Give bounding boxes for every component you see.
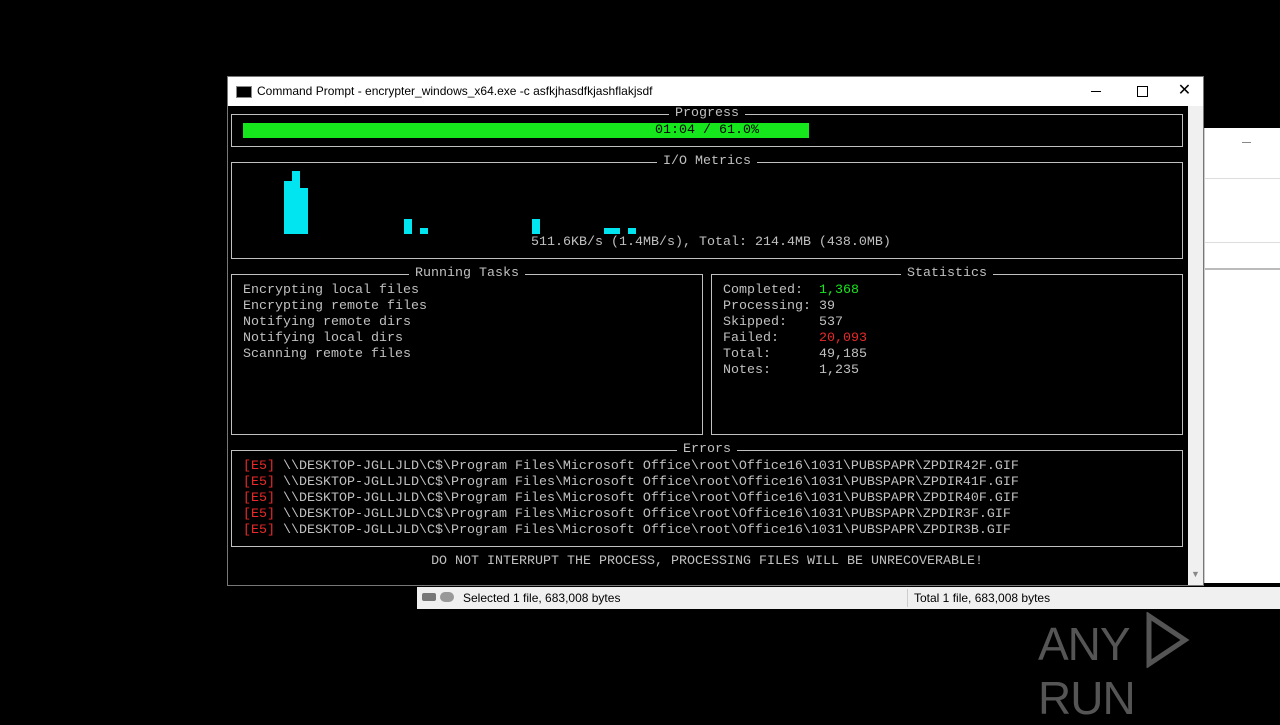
panel-title: Running Tasks: [409, 266, 525, 282]
error-code: [E5]: [243, 475, 275, 490]
scrollbar[interactable]: ▼: [1188, 106, 1203, 585]
error-code: [E5]: [243, 523, 275, 538]
stat-value: 1,235: [819, 363, 859, 378]
stat-label: Skipped:: [723, 315, 787, 330]
panel-title: Errors: [677, 442, 737, 458]
maximize-button[interactable]: [1120, 77, 1166, 106]
background-window: [1204, 128, 1280, 583]
io-summary: 511.6KB/s (1.4MB/s), Total: 214.4MB (438…: [531, 235, 891, 250]
progress-panel: Progress 01:04 / 61.0%: [231, 106, 1183, 147]
error-path: \\DESKTOP-JGLLJLD\C$\Program Files\Micro…: [283, 459, 1019, 474]
title-bar: Command Prompt - encrypter_windows_x64.e…: [228, 77, 1203, 106]
stat-value: 537: [819, 315, 843, 330]
error-row: [E5] \\DESKTOP-JGLLJLD\C$\Program Files\M…: [243, 507, 1019, 523]
io-bar: [532, 219, 540, 234]
stat-row: Failed: 20,093: [723, 331, 867, 347]
stat-label: Completed:: [723, 283, 803, 298]
error-path: \\DESKTOP-JGLLJLD\C$\Program Files\Micro…: [283, 475, 1019, 490]
task-item: Scanning remote files: [243, 347, 411, 362]
task-item: Encrypting remote files: [243, 299, 427, 314]
panel-title: Progress: [669, 106, 745, 122]
io-bar: [628, 228, 636, 234]
progress-label: 01:04 / 61.0%: [655, 123, 759, 138]
window-title: Command Prompt - encrypter_windows_x64.e…: [257, 84, 653, 98]
stat-value: 39: [819, 299, 835, 314]
stat-row: Skipped: 537: [723, 315, 867, 331]
io-bar: [292, 171, 300, 234]
stat-value: 1,368: [819, 283, 859, 298]
error-path: \\DESKTOP-JGLLJLD\C$\Program Files\Micro…: [283, 491, 1019, 506]
error-row: [E5] \\DESKTOP-JGLLJLD\C$\Program Files\M…: [243, 459, 1019, 475]
error-code: [E5]: [243, 507, 275, 522]
warning-text: DO NOT INTERRUPT THE PROCESS, PROCESSING…: [431, 554, 983, 569]
io-panel: I/O Metrics 511.6KB/s (1.4MB/s), Total: …: [231, 154, 1183, 259]
io-bar: [604, 228, 620, 234]
close-button[interactable]: ✕: [1177, 82, 1192, 99]
panel-title: I/O Metrics: [657, 154, 757, 170]
watermark-left: ANY: [1038, 618, 1130, 670]
task-item: Notifying remote dirs: [243, 315, 411, 330]
error-row: [E5] \\DESKTOP-JGLLJLD\C$\Program Files\M…: [243, 491, 1019, 507]
stat-row: Processing: 39: [723, 299, 867, 315]
stat-label: Total:: [723, 347, 771, 362]
errors-panel: Errors [E5] \\DESKTOP-JGLLJLD\C$\Program …: [231, 442, 1183, 547]
watermark-right: RUN: [1038, 672, 1136, 724]
app-icon: [236, 86, 252, 98]
stats-panel: Statistics Completed: 1,368 Processing: 39 S…: [711, 266, 1183, 435]
tasks-panel: Running Tasks Encrypting local files Encr…: [231, 266, 703, 435]
io-bar: [300, 188, 308, 234]
stat-label: Processing:: [723, 299, 811, 314]
io-bar: [284, 181, 292, 234]
stat-value: 49,185: [819, 347, 867, 362]
error-row: [E5] \\DESKTOP-JGLLJLD\C$\Program Files\M…: [243, 523, 1019, 539]
stat-label: Notes:: [723, 363, 771, 378]
status-right: Total 1 file, 683,008 bytes: [914, 591, 1051, 605]
status-left: Selected 1 file, 683,008 bytes: [463, 591, 621, 605]
error-path: \\DESKTOP-JGLLJLD\C$\Program Files\Micro…: [283, 523, 1011, 538]
stat-value: 20,093: [819, 331, 867, 346]
stat-row: Completed: 1,368: [723, 283, 867, 299]
status-bar: Selected 1 file, 683,008 bytes Total 1 f…: [417, 587, 1280, 609]
panel-title: Statistics: [901, 266, 993, 282]
watermark-logo: [1146, 611, 1190, 669]
error-code: [E5]: [243, 491, 275, 506]
stat-label: Failed:: [723, 331, 779, 346]
error-path: \\DESKTOP-JGLLJLD\C$\Program Files\Micro…: [283, 507, 1011, 522]
io-bar: [420, 228, 428, 234]
watermark: ANY RUN: [1038, 611, 1280, 725]
stat-row: Notes: 1,235: [723, 363, 867, 379]
minimize-button[interactable]: [1074, 77, 1120, 106]
error-code: [E5]: [243, 459, 275, 474]
task-item: Encrypting local files: [243, 283, 419, 298]
stat-row: Total: 49,185: [723, 347, 867, 363]
io-bar: [404, 219, 412, 234]
task-item: Notifying local dirs: [243, 331, 403, 346]
error-row: [E5] \\DESKTOP-JGLLJLD\C$\Program Files\M…: [243, 475, 1019, 491]
progress-bar: [243, 123, 810, 138]
